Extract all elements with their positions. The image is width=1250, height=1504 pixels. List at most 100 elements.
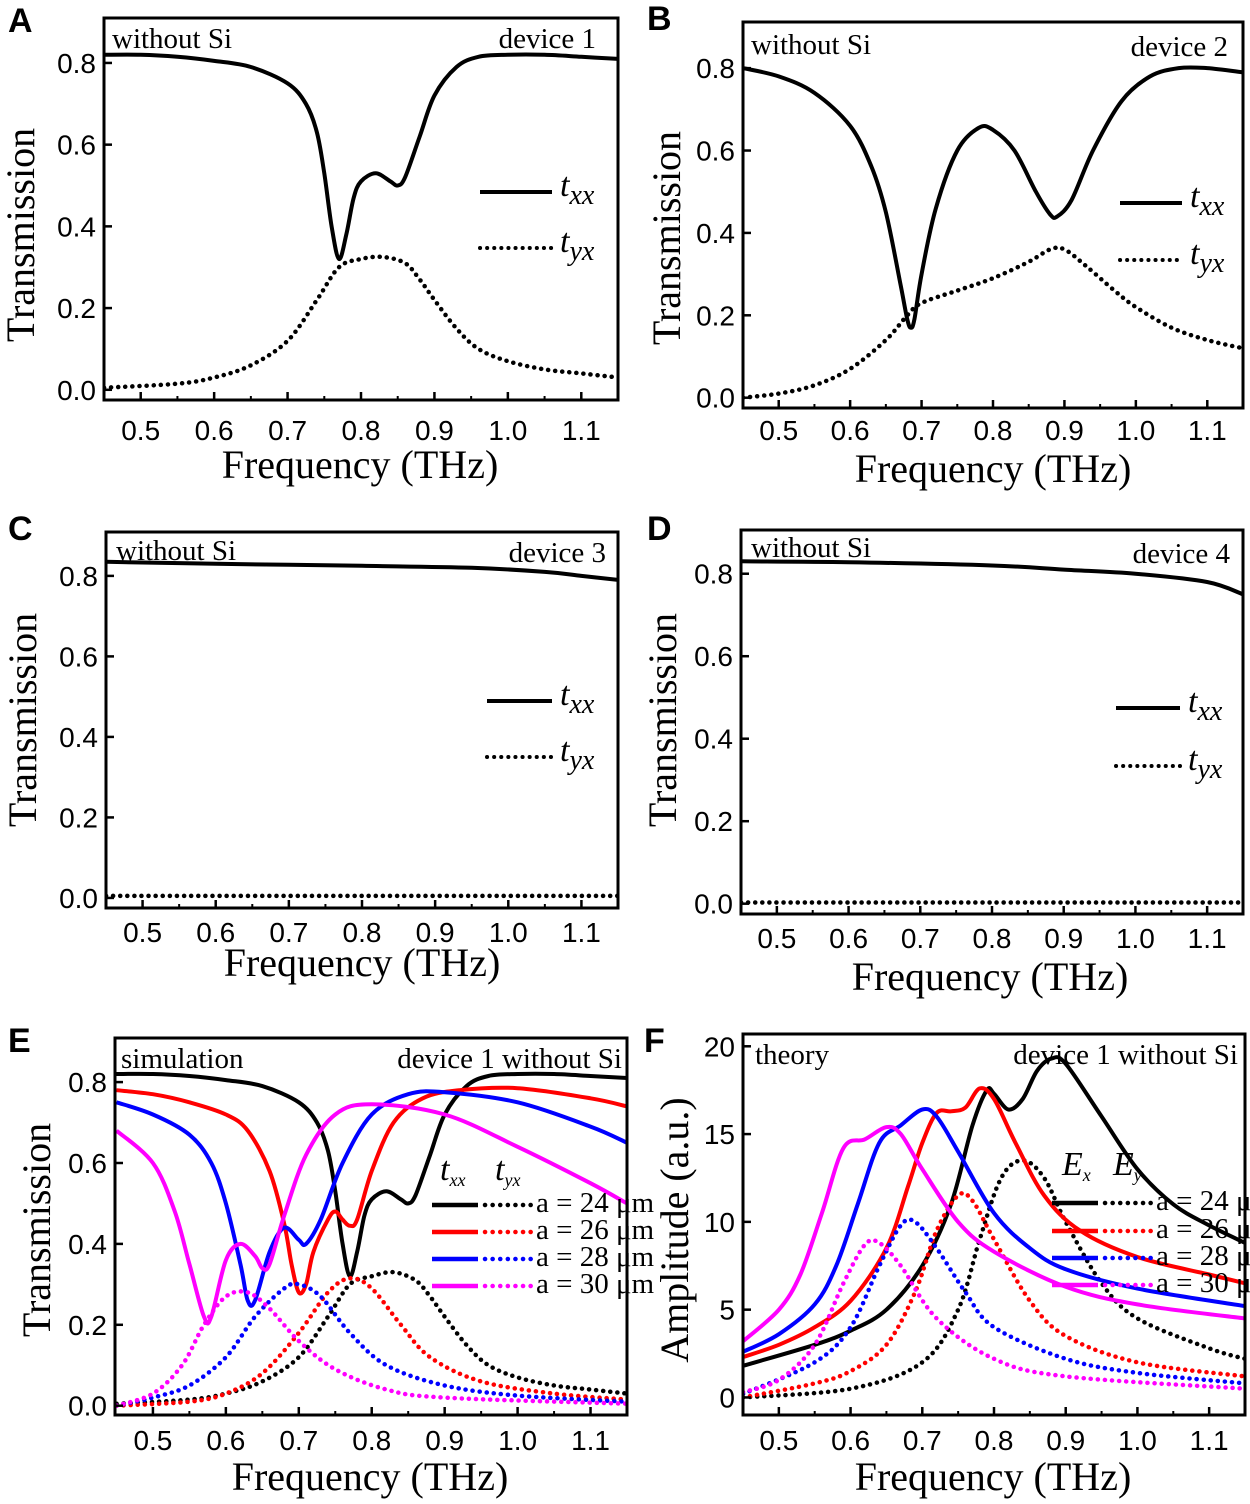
series-line-tyx [104,254,618,390]
annotation-left: without Si [116,535,236,567]
legend-label-sub: yx [1194,754,1222,785]
x-tick-label: 0.7 [902,415,941,446]
legend-header: Ex [1061,1146,1091,1185]
x-axis-label: Frequency (THz) [852,954,1129,999]
legend-label: txx [1190,178,1225,222]
x-tick-label: 0.5 [759,1425,798,1456]
legend-label: tyx [1190,235,1225,279]
x-tick-label: 1.0 [489,917,528,948]
x-tick-label: 1.0 [1116,923,1155,954]
legend: txx tyx [485,676,595,776]
y-tick-label: 0.2 [694,806,733,837]
y-axis-label: Amplitude (a.u.) [652,1097,697,1363]
annotation-left: without Si [112,23,232,55]
series-line-tyx-a-30 [115,1289,627,1408]
legend-label-sub: xx [568,689,594,720]
legend-label-main: t [560,167,571,204]
series-line-ex-a-24 [743,1055,1245,1368]
y-tick-label: 0.6 [57,130,96,161]
x-tick-label: 0.8 [973,923,1012,954]
panel-b: B0.5 0.6 0.7 0.8 0.9 1.0 1.10.00.20.40.60.8Fre… [644,0,1245,491]
legend-label-sub: xx [1198,191,1224,222]
x-tick-label: 0.7 [903,1425,942,1456]
x-tick-label: 0.9 [1045,415,1084,446]
y-tick-label: 0 [719,1382,735,1413]
annotation-left: without Si [751,532,871,564]
x-tick-label: 0.6 [196,917,235,948]
legend-header-sub: yx [502,1170,520,1190]
legend-label-main: t [1188,741,1199,778]
x-tick-label: 0.6 [206,1425,245,1456]
panel-d: D0.5 0.6 0.7 0.8 0.9 1.0 1.10.00.20.40.60.8Fre… [640,510,1245,999]
y-tick-label: 0.0 [59,883,98,914]
series-line-txx-a-24 [116,1071,627,1279]
y-axis-label: Transmission [640,613,685,827]
panel-letter: A [8,2,33,40]
y-tick-label: 0.4 [57,211,96,242]
series-line-txx [743,65,1243,330]
legend-label: txx [560,167,595,211]
series-line-ey-a-30 [743,1237,1245,1395]
y-tick-label: 0.4 [696,218,735,249]
x-tick-label: 1.0 [1118,1425,1157,1456]
series-line-ex-a-26 [743,1086,1245,1359]
x-tick-label: 0.8 [343,917,382,948]
legend-entry-label: a = 28 μm [1156,1240,1250,1272]
legend-label-main: t [1190,178,1201,215]
panel-letter: D [647,510,672,548]
x-tick-label: 0.9 [415,415,454,446]
x-tick-label: 0.7 [269,917,308,948]
x-tick-label: 1.1 [1188,415,1227,446]
series-line-ex-a-28 [743,1106,1245,1354]
annotation-left: theory [755,1039,830,1071]
legend-label-main: t [560,223,571,260]
legend-label-main: t [1190,235,1201,272]
y-tick-label: 15 [704,1119,735,1150]
y-tick-label: 0.4 [694,724,733,755]
legend-entry-label: a = 24 μm [536,1187,655,1219]
y-axis-label: Transmission [0,613,45,827]
annotation-right: device 1 [499,23,596,55]
legend-header: tyx [495,1151,520,1190]
series-line-ex-a-30 [743,1124,1245,1343]
x-tick-label: 0.6 [829,923,868,954]
series-line-txx-a-26 [116,1085,627,1296]
x-tick-label: 1.1 [562,917,601,948]
x-tick-label: 0.5 [123,917,162,948]
series-line-tyx [743,245,1243,400]
legend-header-main: t [440,1151,451,1188]
plot-frame [102,16,620,402]
y-tick-label: 0.2 [57,293,96,324]
panel-letter: F [644,1022,665,1060]
series-line-txx [104,52,618,262]
y-tick-label: 0.2 [59,802,98,833]
x-tick-label: 0.8 [342,415,381,446]
legend-label: tyx [560,732,595,776]
y-tick-label: 0.8 [59,561,98,592]
x-tick-label: 0.7 [901,923,940,954]
x-tick-label: 0.6 [831,415,870,446]
legend-label-main: t [560,676,571,713]
legend-header: Ey [1112,1146,1142,1185]
x-tick-label: 1.1 [1190,1425,1229,1456]
y-axis-label: Transmission [0,128,43,342]
legend-entry-label: a = 26 μm [536,1214,655,1246]
annotation-left: simulation [121,1043,244,1075]
legend-header-sub: x [1082,1165,1091,1185]
legend-entry-label: a = 28 μm [536,1241,655,1273]
x-axis-label: Frequency (THz) [855,1454,1132,1499]
x-tick-label: 0.7 [268,415,307,446]
x-tick-label: 0.6 [831,1425,870,1456]
y-axis-label: Transmission [644,131,689,345]
x-tick-label: 1.1 [1188,923,1227,954]
x-axis-label: Frequency (THz) [222,442,499,487]
y-tick-label: 20 [704,1031,735,1062]
x-tick-label: 0.9 [1046,1425,1085,1456]
x-tick-label: 0.5 [757,923,796,954]
y-tick-label: 0.0 [694,889,733,920]
y-tick-label: 0.8 [694,559,733,590]
y-tick-label: 0.8 [68,1067,107,1098]
